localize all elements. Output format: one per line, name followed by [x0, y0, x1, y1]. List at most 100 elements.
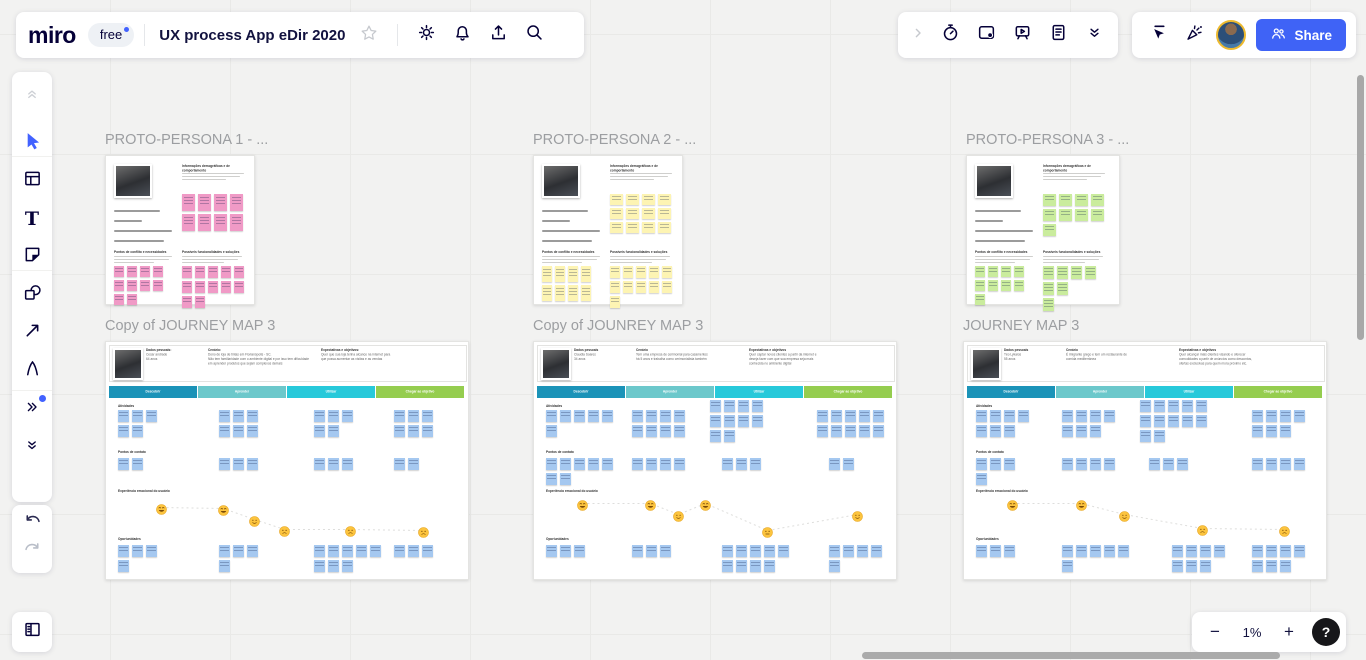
sticky-note[interactable] [1001, 266, 1011, 277]
sticky-note[interactable] [219, 458, 230, 470]
sticky-note[interactable] [140, 266, 150, 277]
sticky-note[interactable] [829, 458, 840, 470]
phase-utilizar[interactable]: Utilizar [715, 386, 803, 398]
sticky-note[interactable] [214, 214, 227, 231]
screen-share-button[interactable] [968, 15, 1004, 55]
frame-title[interactable]: PROTO-PERSONA 2 - ... [533, 132, 697, 148]
follow-cursor-button[interactable] [1140, 15, 1176, 55]
connector-tool[interactable] [12, 314, 52, 352]
sticky-note[interactable] [660, 545, 671, 557]
sticky-note[interactable] [710, 415, 721, 427]
sticky-note[interactable] [146, 410, 157, 422]
sticky-note[interactable] [182, 266, 192, 278]
sticky-note[interactable] [356, 545, 367, 557]
sticky-note[interactable] [632, 545, 643, 557]
sticky-note[interactable] [1076, 410, 1087, 422]
emotion-emoji-laugh[interactable] [700, 498, 711, 511]
sticky-note[interactable] [588, 458, 599, 470]
sticky-note[interactable] [153, 280, 163, 291]
sticky-note[interactable] [114, 294, 124, 305]
frames-panel-button[interactable] [12, 612, 52, 652]
sticky-note[interactable] [1186, 545, 1197, 557]
sticky-note[interactable] [422, 425, 433, 437]
sticky-note[interactable] [546, 545, 557, 557]
sticky-note[interactable] [1118, 545, 1129, 557]
search-button[interactable] [516, 15, 552, 55]
sticky-note[interactable] [722, 545, 733, 557]
zoom-in-button[interactable]: + [1284, 622, 1294, 641]
sticky-note[interactable] [314, 425, 325, 437]
sticky-note[interactable] [118, 410, 129, 422]
sticky-note[interactable] [233, 458, 244, 470]
favorite-star-button[interactable] [351, 15, 387, 55]
sticky-note[interactable] [1266, 425, 1277, 437]
sticky-note[interactable] [610, 208, 623, 219]
sticky-note[interactable] [1266, 410, 1277, 422]
sticky-note[interactable] [394, 545, 405, 557]
sticky-note[interactable] [568, 266, 578, 282]
sticky-note[interactable] [626, 208, 639, 219]
sticky-note[interactable] [646, 410, 657, 422]
sticky-note[interactable] [1090, 410, 1101, 422]
sticky-note[interactable] [736, 560, 747, 572]
sticky-note[interactable] [127, 294, 137, 305]
sticky-note[interactable] [422, 545, 433, 557]
undo-button[interactable] [12, 509, 52, 537]
frame-title[interactable]: JOURNEY MAP 3 [963, 318, 1080, 334]
emotion-emoji-smile[interactable] [673, 509, 684, 522]
sticky-note[interactable] [817, 425, 828, 437]
sticky-note[interactable] [1172, 545, 1183, 557]
sticky-note[interactable] [234, 266, 244, 278]
emotion-emoji-laugh[interactable] [156, 502, 167, 515]
sticky-note[interactable] [829, 560, 840, 572]
emotion-emoji-frown[interactable] [1197, 523, 1208, 536]
sticky-note[interactable] [314, 545, 325, 557]
sticky-note[interactable] [602, 410, 613, 422]
sticky-note[interactable] [1018, 410, 1029, 422]
sticky-note[interactable] [1196, 415, 1207, 427]
sticky-note[interactable] [1294, 545, 1305, 557]
help-button[interactable]: ? [1312, 618, 1340, 646]
sticky-note[interactable] [610, 266, 620, 278]
phase-chegar-ao-objetivo[interactable]: Chegar ao objetivo [376, 386, 464, 398]
sticky-note[interactable] [574, 545, 585, 557]
phase-utilizar[interactable]: Utilizar [1145, 386, 1233, 398]
sticky-note[interactable] [1090, 425, 1101, 437]
sticky-note[interactable] [722, 458, 733, 470]
sticky-note[interactable] [1004, 410, 1015, 422]
persona-photo[interactable] [975, 164, 1013, 198]
emotion-emoji-laugh[interactable] [218, 503, 229, 516]
sticky-note[interactable] [871, 545, 882, 557]
sticky-note[interactable] [542, 285, 552, 301]
journey-persona-photo[interactable] [541, 348, 571, 380]
sticky-note[interactable] [660, 458, 671, 470]
sticky-note[interactable] [1252, 560, 1263, 572]
sticky-note[interactable] [1168, 415, 1179, 427]
sticky-note[interactable] [845, 425, 856, 437]
frame-journey-3[interactable]: Dados pessoais Téo Lykaios 55 anos Cenário É… [963, 341, 1327, 580]
sticky-note[interactable] [1252, 458, 1263, 470]
sticky-note[interactable] [1043, 298, 1054, 311]
sticky-note[interactable] [114, 280, 124, 291]
sticky-note[interactable] [221, 266, 231, 278]
sticky-note[interactable] [1059, 194, 1072, 206]
sticky-note[interactable] [182, 296, 192, 308]
sticky-note[interactable] [219, 425, 230, 437]
sticky-note[interactable] [626, 194, 639, 205]
sticky-note[interactable] [626, 222, 639, 233]
sticky-note[interactable] [976, 425, 987, 437]
sticky-note[interactable] [408, 458, 419, 470]
sticky-note[interactable] [182, 194, 195, 211]
sticky-note[interactable] [636, 266, 646, 278]
sticky-note[interactable] [843, 458, 854, 470]
frame-persona-2[interactable]: Informações demográficas e de comportame… [533, 155, 683, 308]
sticky-note[interactable] [1280, 410, 1291, 422]
plan-badge[interactable]: free [87, 23, 135, 47]
sticky-note[interactable] [1043, 266, 1054, 279]
sticky-note[interactable] [658, 194, 671, 205]
sticky-note[interactable] [1001, 280, 1011, 291]
sticky-note[interactable] [1200, 560, 1211, 572]
sticky-note[interactable] [1154, 415, 1165, 427]
notes-button[interactable] [1040, 15, 1076, 55]
